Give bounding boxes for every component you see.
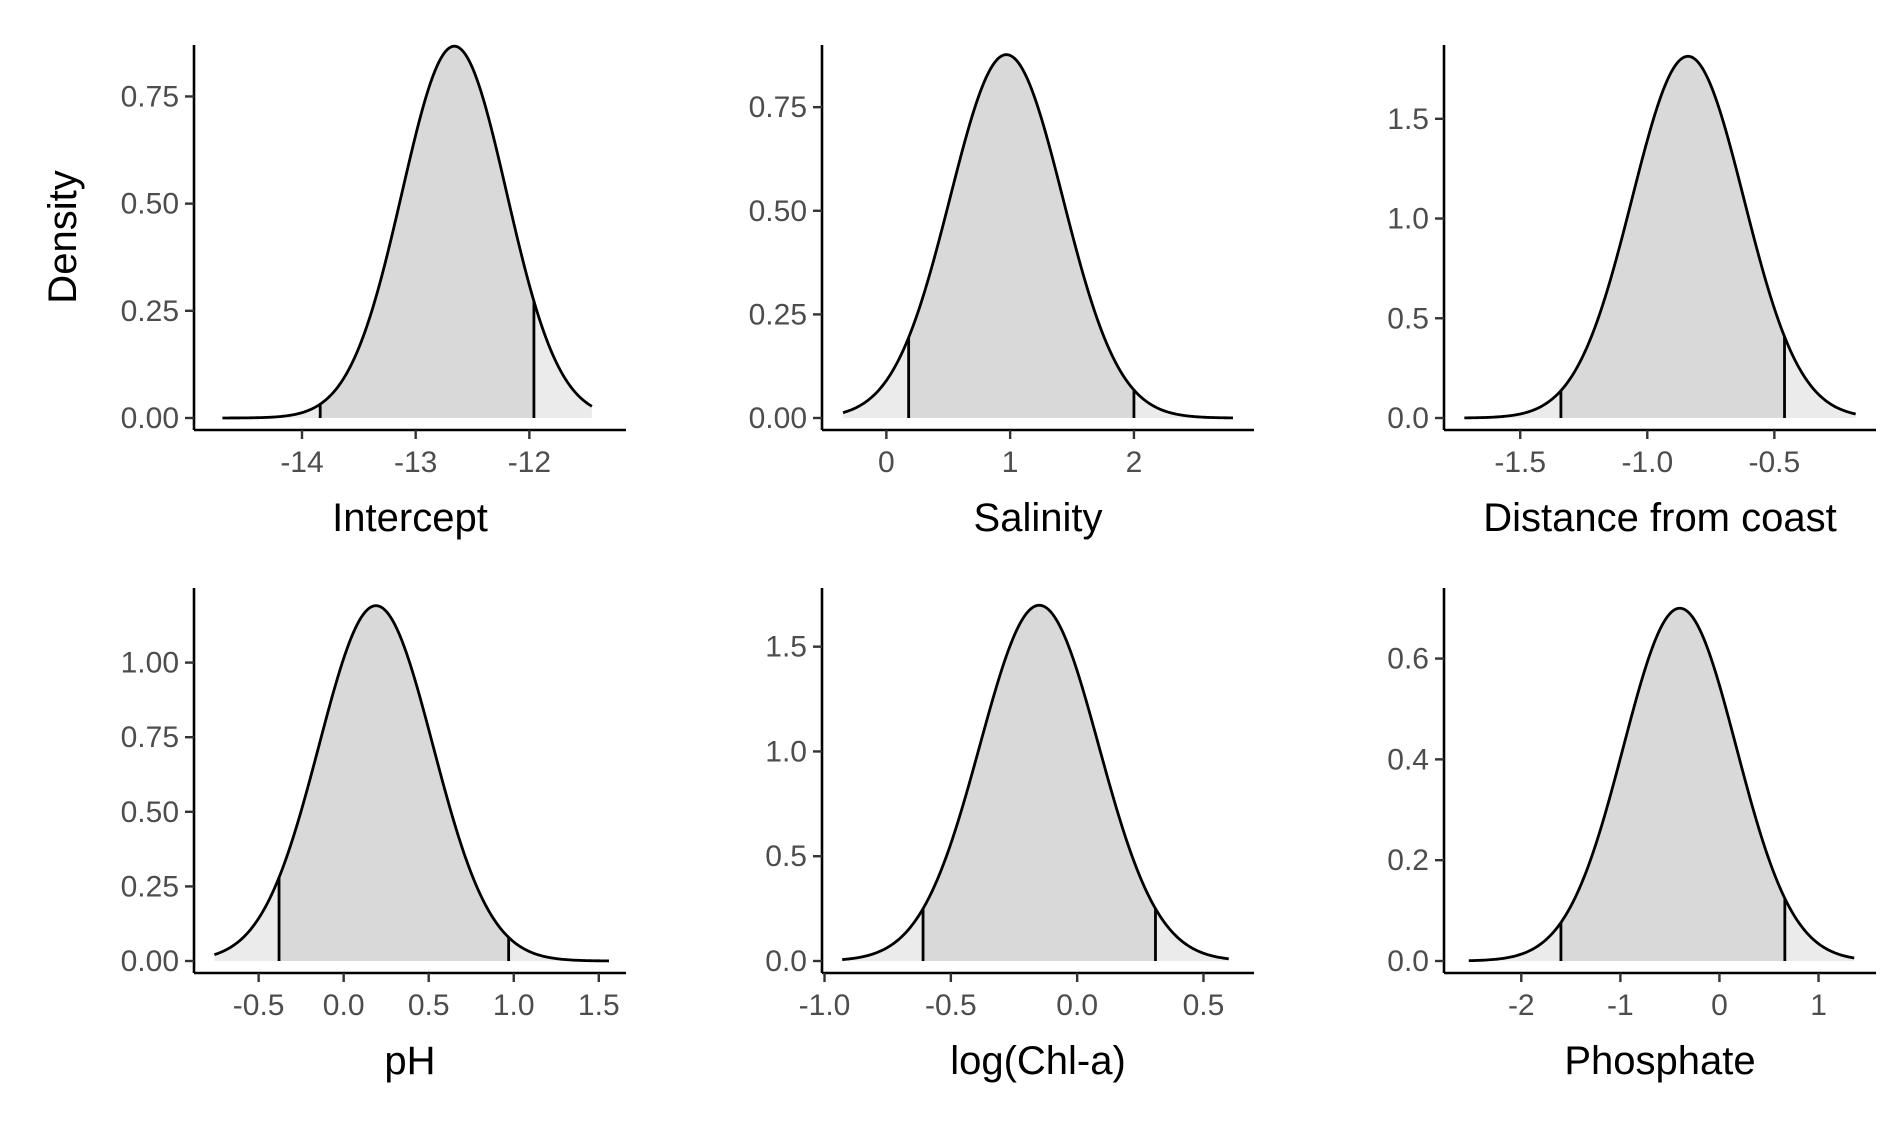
y-tick-label: 0.75 [749, 91, 807, 124]
density-curve [213, 604, 609, 963]
y-tick-label: 1.0 [765, 735, 807, 768]
credible-interval-area [1560, 608, 1785, 961]
x-axis-title: pH [384, 1039, 435, 1083]
panel-2: 0.00 0.25 0.50 0.75 0 1 2 Salinity [749, 45, 1254, 540]
credible-interval-area [279, 605, 509, 961]
panels: 0.000.250.500.75-14 -13 -12Intercept0.000.… [121, 44, 1876, 1083]
x-axis-title: log(Chl-a) [950, 1039, 1126, 1083]
x-tick-label: 1.0 [493, 989, 535, 1022]
y-tick-label: 0.50 [749, 195, 807, 228]
y-tick-label: 0.75 [121, 721, 179, 754]
x-tick-label: -2 [1508, 989, 1535, 1022]
density-curve [1464, 54, 1856, 420]
x-tick-label: -1.5 [1494, 446, 1546, 479]
y-tick-label: 0.2 [1387, 844, 1429, 877]
x-tick-label: 0.0 [1056, 989, 1098, 1022]
density-curve [222, 44, 593, 420]
x-tick-label: -0.5 [925, 989, 977, 1022]
panel-4: 0.00 0.25 0.50 0.75 1.00 -0.5 0.0 0.5 1.0 1.5 pH [121, 588, 626, 1083]
x-tick-label: 0 [878, 446, 895, 479]
x-axis-title: Distance from coast [1483, 496, 1836, 540]
x-tick-label: 1.5 [578, 989, 620, 1022]
y-tick-label: 1.0 [1387, 203, 1429, 236]
panel-5: 0.0 0.5 1.0 1.5 -1.0 -0.5 0.0 0.5 log(Chl-a) [765, 588, 1254, 1083]
x-tick-label: -1.0 [799, 989, 851, 1022]
x-tick-label: 0.5 [408, 989, 450, 1022]
y-tick-label: 0.6 [1387, 643, 1429, 676]
y-axis-title-density: Density [41, 170, 85, 303]
y-tick-label: 0.75 [121, 80, 179, 113]
x-tick-label: 2 [1126, 446, 1143, 479]
y-tick-label: 0.50 [121, 796, 179, 829]
credible-interval-area [908, 54, 1134, 418]
x-tick-label: -1.0 [1621, 446, 1673, 479]
y-tick-label: 0.5 [1387, 302, 1429, 335]
y-tick-label: 0.25 [121, 295, 179, 328]
x-axis-title: Intercept [332, 496, 488, 540]
y-tick-label: 0.00 [121, 402, 179, 435]
x-tick-label: 1 [1002, 446, 1019, 479]
panel-3: 0.0 0.5 1.0 1.5 -1.5 -1.0 -0.5 Distance from co… [1387, 45, 1876, 540]
x-tick-label: -0.5 [1749, 446, 1801, 479]
density-curve [842, 603, 1229, 961]
y-tick-label: 0.4 [1387, 743, 1429, 776]
x-tick-label: 0.5 [1183, 989, 1225, 1022]
x-tick-label: 1 [1810, 989, 1827, 1022]
y-tick-label: 1.5 [765, 631, 807, 664]
y-tick-label: 1.5 [1387, 103, 1429, 136]
x-tick-label: -13 [394, 446, 437, 479]
y-tick-label: 0.00 [121, 945, 179, 978]
panel-6: 0.0 0.2 0.4 0.6 -2 -1 0 1 Phosphate [1387, 588, 1876, 1083]
y-tick-label: 0.5 [765, 840, 807, 873]
x-tick-label: -12 [508, 446, 551, 479]
x-axis-title: Phosphate [1564, 1039, 1755, 1083]
x-axis-title: Salinity [974, 496, 1103, 540]
credible-interval-area [1560, 56, 1785, 419]
y-tick-label: 0.25 [749, 298, 807, 331]
y-tick-label: 0.50 [121, 188, 179, 221]
y-tick-label: 0.00 [749, 402, 807, 435]
y-tick-label: 0.0 [765, 945, 807, 978]
y-tick-label: 0.0 [1387, 402, 1429, 435]
panel-1: 0.00 0.25 0.50 0.75 -14 -13 -12 Intercept [121, 44, 626, 540]
credible-interval-area [320, 46, 534, 418]
x-tick-label: 0 [1711, 989, 1728, 1022]
y-tick-label: 1.00 [121, 647, 179, 680]
x-tick-label: -0.5 [233, 989, 285, 1022]
credible-interval-area [923, 605, 1156, 961]
y-tick-label: 0.0 [1387, 945, 1429, 978]
x-tick-label: 0.0 [323, 989, 365, 1022]
y-tick-label: 0.25 [121, 870, 179, 903]
x-tick-label: -1 [1607, 989, 1634, 1022]
density-curve [1468, 606, 1855, 963]
x-tick-label: -14 [280, 446, 323, 479]
